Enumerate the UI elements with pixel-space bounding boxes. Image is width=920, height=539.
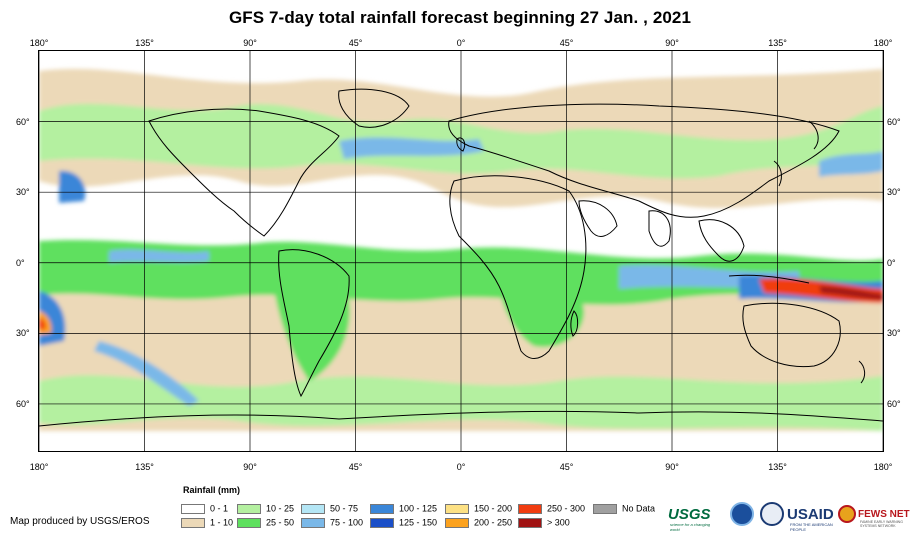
legend-item: 100 - 125 bbox=[370, 503, 437, 514]
latitude-label: 0° bbox=[16, 257, 25, 268]
longitude-label: 45° bbox=[559, 38, 574, 48]
latitude-label: 30° bbox=[887, 187, 901, 198]
legend-label: 0 - 1 bbox=[210, 503, 229, 514]
longitude-label: 45° bbox=[348, 38, 363, 48]
legend-item: 1 - 10 bbox=[181, 517, 233, 528]
legend-label: 250 - 300 bbox=[547, 503, 586, 514]
latitude-label: 0° bbox=[887, 257, 896, 268]
longitude-label: 90° bbox=[243, 462, 257, 472]
legend-item: 50 - 75 bbox=[301, 503, 358, 514]
legend-label: 150 - 200 bbox=[474, 503, 513, 514]
map-title: GFS 7-day total rainfall forecast beginn… bbox=[228, 8, 692, 27]
longitude-label: 90° bbox=[665, 38, 679, 48]
latitude-label: 30° bbox=[887, 328, 901, 339]
fews-net-logo-text: FEWS NET bbox=[858, 508, 910, 520]
legend-label: > 300 bbox=[547, 517, 570, 528]
longitude-label: 90° bbox=[243, 38, 257, 48]
longitude-label: 45° bbox=[559, 462, 574, 472]
legend-title: Rainfall (mm) bbox=[183, 485, 241, 495]
legend-label: No Data bbox=[622, 503, 656, 514]
longitude-label: 90° bbox=[665, 462, 679, 472]
longitude-label: 180° bbox=[29, 462, 49, 472]
legend-swatch bbox=[181, 503, 205, 514]
fews-net-logo: FEWS NET FAMINE EARLY WARNING SYSTEMS NE… bbox=[838, 500, 910, 528]
legend-swatch bbox=[181, 517, 205, 528]
usgs-logo: USGS science for a changing world bbox=[668, 500, 711, 533]
longitude-label: 0° bbox=[456, 38, 466, 48]
legend-label: 200 - 250 bbox=[474, 517, 513, 528]
legend-item: 0 - 1 bbox=[181, 503, 228, 514]
legend-item: 10 - 25 bbox=[237, 503, 294, 514]
legend-swatch bbox=[237, 503, 261, 514]
legend-label: 50 - 75 bbox=[330, 503, 359, 514]
globe-icon bbox=[838, 505, 856, 523]
longitude-label: 180° bbox=[873, 38, 893, 48]
usaid-tagline: FROM THE AMERICAN PEOPLE bbox=[790, 522, 833, 532]
coastlines bbox=[39, 88, 883, 427]
legend-label: 1 - 10 bbox=[210, 517, 234, 528]
rainfall-map bbox=[38, 50, 884, 452]
legend-label: 125 - 150 bbox=[399, 517, 438, 528]
longitude-label: 0° bbox=[456, 462, 466, 472]
legend-item: 150 - 200 bbox=[445, 503, 512, 514]
latitude-label: 60° bbox=[887, 398, 901, 409]
longitude-label: 180° bbox=[873, 462, 893, 472]
longitude-label: 45° bbox=[348, 462, 363, 472]
fews-net-tagline: FAMINE EARLY WARNING SYSTEMS NETWORK bbox=[860, 520, 903, 528]
legend-item: 200 - 250 bbox=[445, 517, 512, 528]
legend-item: > 300 bbox=[518, 517, 570, 528]
latitude-label: 60° bbox=[887, 116, 901, 127]
graticule bbox=[39, 51, 883, 451]
longitude-label: 135° bbox=[768, 38, 787, 48]
usaid-logo: USAID FROM THE AMERICAN PEOPLE bbox=[787, 500, 834, 533]
legend-swatch bbox=[518, 503, 542, 514]
legend-swatch bbox=[301, 503, 325, 514]
latitude-label: 60° bbox=[16, 398, 30, 409]
latitude-label: 30° bbox=[16, 328, 30, 339]
legend-swatch bbox=[370, 517, 394, 528]
legend-swatch bbox=[237, 517, 261, 528]
legend-swatch bbox=[445, 503, 469, 514]
legend-label: 100 - 125 bbox=[399, 503, 438, 514]
legend-item: 250 - 300 bbox=[518, 503, 585, 514]
usgs-tagline: science for a changing world bbox=[670, 522, 711, 532]
legend-swatch bbox=[370, 503, 394, 514]
longitude-label: 180° bbox=[29, 38, 49, 48]
usgs-logo-text: USGS bbox=[668, 505, 711, 523]
longitude-label: 135° bbox=[768, 462, 787, 472]
longitude-label: 135° bbox=[135, 462, 154, 472]
legend-swatch bbox=[445, 517, 469, 528]
legend-item: 25 - 50 bbox=[237, 517, 294, 528]
legend-label: 25 - 50 bbox=[266, 517, 295, 528]
legend-swatch bbox=[593, 503, 617, 514]
us-seal-logo bbox=[760, 502, 784, 526]
legend-label: 10 - 25 bbox=[266, 503, 295, 514]
legend-item: 75 - 100 bbox=[301, 517, 363, 528]
legend-label: 75 - 100 bbox=[330, 517, 364, 528]
longitude-label: 135° bbox=[135, 38, 154, 48]
usaid-logo-text: USAID bbox=[787, 505, 834, 523]
legend-swatch bbox=[518, 517, 542, 528]
legend-item: No Data bbox=[593, 503, 655, 514]
credit-text: Map produced by USGS/EROS bbox=[10, 516, 150, 527]
legend-item: 125 - 150 bbox=[370, 517, 437, 528]
legend-swatch bbox=[301, 517, 325, 528]
map-canvas bbox=[39, 51, 883, 451]
latitude-label: 60° bbox=[16, 116, 30, 127]
noaa-logo bbox=[730, 502, 754, 526]
latitude-label: 30° bbox=[16, 187, 30, 198]
